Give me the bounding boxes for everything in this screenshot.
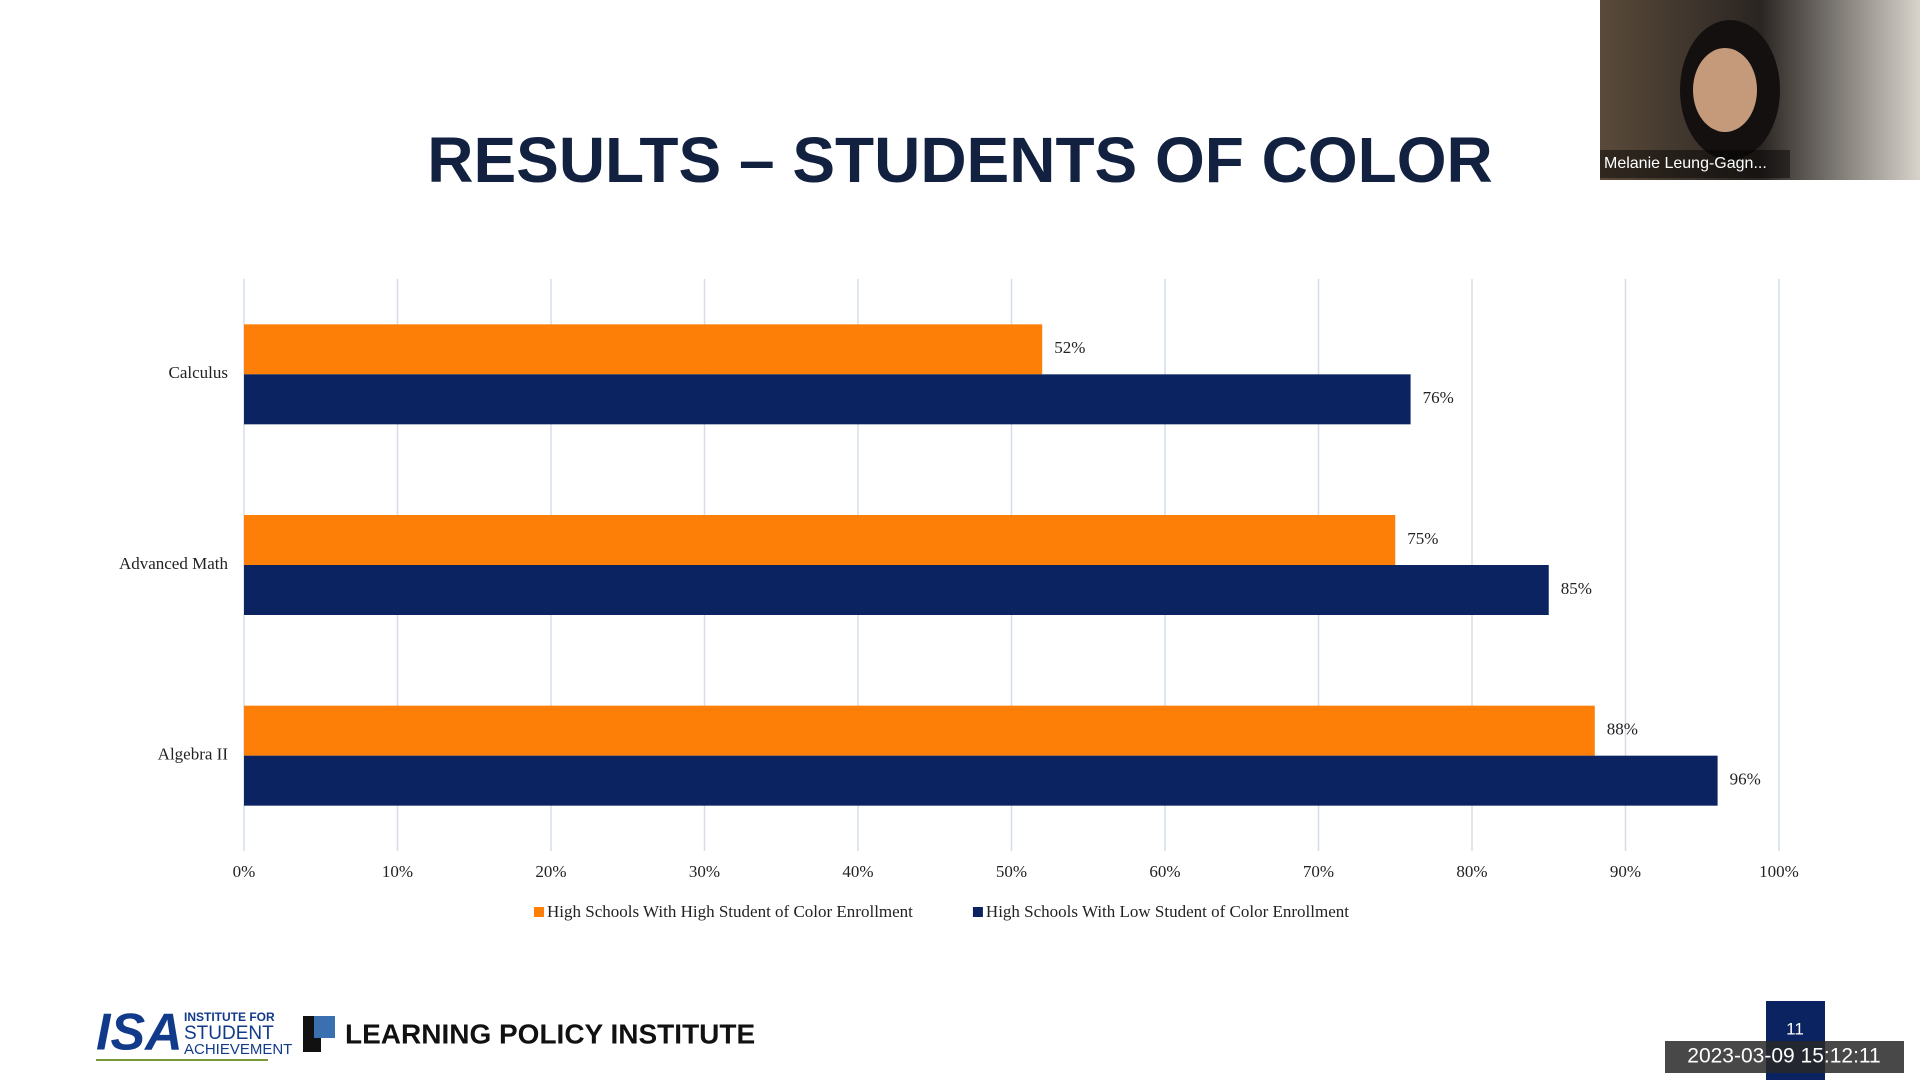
y-tick-label: Algebra II — [158, 745, 229, 764]
bar — [244, 705, 1595, 756]
data-label: 52% — [1054, 338, 1085, 357]
legend-label: High Schools With Low Student of Color E… — [986, 902, 1349, 921]
x-tick-label: 10% — [382, 862, 413, 881]
data-label: 88% — [1607, 720, 1638, 739]
x-tick-label: 90% — [1610, 862, 1641, 881]
data-label: 75% — [1407, 529, 1438, 548]
x-tick-label: 100% — [1759, 862, 1799, 881]
bar — [244, 374, 1411, 425]
legend-label: High Schools With High Student of Color … — [547, 902, 913, 921]
bar — [244, 755, 1718, 806]
chart: 0% 10% 20% 30% 40% 50% 60% 70% 80% 90% 100% Calculu… — [119, 279, 1799, 921]
x-tick-label: 60% — [1149, 862, 1180, 881]
logo-isa: ISA — [96, 1004, 183, 1062]
data-label: 85% — [1561, 579, 1592, 598]
page-number: 11 — [1786, 1019, 1804, 1038]
logo-isa-line: STUDENT — [184, 1023, 274, 1044]
x-tick-label: 50% — [996, 862, 1027, 881]
y-tick-label: Calculus — [169, 363, 229, 382]
logo-lpi: LEARNING POLICY INSTITUTE — [345, 1018, 755, 1049]
timestamp: 2023-03-09 15:12:11 — [1687, 1045, 1880, 1068]
legend-swatch — [534, 907, 544, 917]
bar — [244, 515, 1396, 565]
slide-title: RESULTS – STUDENTS OF COLOR — [427, 124, 1493, 196]
name-tag-bg — [1600, 150, 1790, 178]
x-tick-label: 30% — [689, 862, 720, 881]
footer: ISA INSTITUTE FOR STUDENT ACHIEVEMENT LE… — [96, 1001, 1904, 1080]
data-label: 76% — [1423, 388, 1454, 407]
logo-isa-line: ACHIEVEMENT — [184, 1041, 292, 1058]
participant-name: Melanie Leung-Gagn... — [1604, 155, 1767, 172]
legend: High Schools With High Student of Color … — [534, 902, 1349, 921]
x-tick-label: 20% — [535, 862, 566, 881]
person-face — [1693, 48, 1757, 132]
y-tick-label: Advanced Math — [119, 554, 229, 573]
bar — [244, 565, 1549, 615]
webcam-tile: Melanie Leung-Gagn... — [1600, 0, 1920, 180]
logo-lpi-mark — [314, 1016, 335, 1038]
x-tick-label: 80% — [1456, 862, 1487, 881]
timestamp-bg — [1665, 1041, 1904, 1073]
logo-isa-line: INSTITUTE FOR — [184, 1010, 275, 1024]
x-tick-label: 0% — [233, 862, 256, 881]
x-tick-label: 70% — [1303, 862, 1334, 881]
bar — [244, 324, 1043, 375]
legend-swatch — [972, 907, 983, 917]
x-tick-label: 40% — [842, 862, 873, 881]
data-label: 96% — [1730, 770, 1761, 789]
